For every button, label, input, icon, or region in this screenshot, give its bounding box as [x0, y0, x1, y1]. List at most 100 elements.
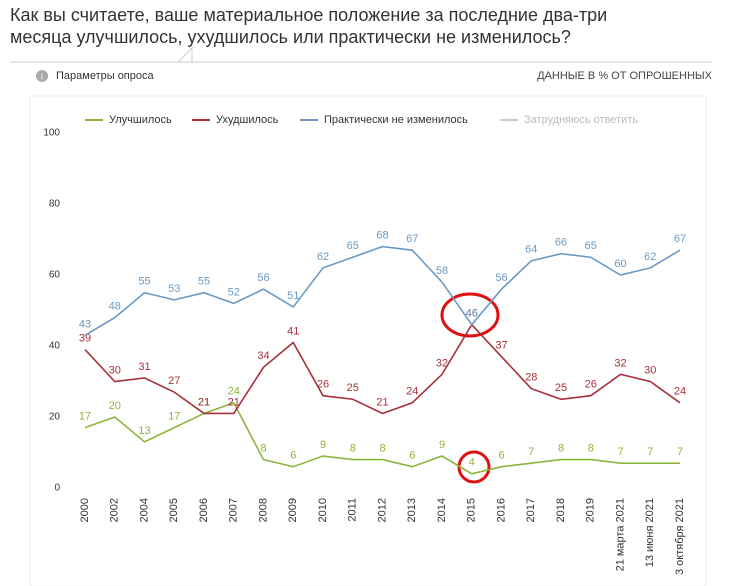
data-label: 46 [466, 308, 478, 320]
data-label: 20 [109, 400, 121, 412]
data-label: 7 [528, 446, 534, 458]
info-icon-glyph: i [41, 71, 43, 81]
x-tick-label: 2004 [138, 498, 150, 522]
data-label: 60 [614, 258, 626, 270]
legend-label: Ухудшилось [216, 114, 279, 126]
data-label: 28 [525, 372, 537, 384]
info-icon[interactable] [36, 70, 48, 82]
data-label: 7 [647, 446, 653, 458]
y-tick-label: 0 [54, 483, 60, 494]
x-tick-label: 2011 [347, 498, 359, 522]
data-label: 58 [436, 265, 448, 277]
x-tick-label: 2008 [257, 498, 269, 522]
series-line [84, 245, 681, 337]
data-label: 37 [495, 340, 507, 352]
divider [176, 46, 712, 63]
data-label: 17 [79, 411, 91, 423]
data-label: 30 [644, 364, 656, 376]
data-label: 27 [168, 375, 180, 387]
x-tick-label: 2012 [376, 498, 388, 522]
data-label: 17 [168, 411, 180, 423]
data-label: 43 [79, 318, 91, 330]
data-label: 21 [198, 396, 210, 408]
x-tick-label: 2010 [317, 498, 329, 522]
x-tick-label: 2014 [436, 498, 448, 522]
legend-label: Практически не изменилось [324, 114, 468, 126]
x-tick-label: 2000 [79, 498, 91, 522]
data-label: 62 [644, 251, 656, 263]
series-line [84, 323, 681, 415]
data-label: 4 [469, 457, 475, 469]
x-tick-label: 2002 [109, 498, 121, 522]
data-label: 6 [290, 450, 296, 462]
data-label: 53 [168, 283, 180, 295]
data-label: 65 [347, 240, 359, 252]
data-label: 21 [376, 396, 388, 408]
y-tick-label: 100 [43, 128, 60, 139]
data-label: 7 [617, 446, 623, 458]
data-label: 55 [198, 276, 210, 288]
data-label: 13 [138, 425, 150, 437]
data-label: 21 [228, 396, 240, 408]
x-tick-label: 3 октября 2021 [674, 498, 686, 575]
units-note: ДАННЫЕ В % ОТ ОПРОШЕННЫХ [537, 70, 713, 82]
data-label: 66 [555, 237, 567, 249]
data-label: 25 [555, 382, 567, 394]
y-tick-label: 60 [49, 270, 61, 281]
highlight-circle [440, 292, 500, 338]
data-label: 9 [439, 439, 445, 451]
data-label: 65 [585, 240, 597, 252]
data-label: 55 [138, 276, 150, 288]
x-tick-label: 13 июня 2021 [644, 498, 656, 567]
legend-label: Улучшилось [109, 114, 172, 126]
data-label: 8 [558, 443, 564, 455]
x-tick-label: 21 марта 2021 [614, 498, 626, 571]
info-link[interactable]: Параметры опроса [56, 70, 155, 82]
chart-title: Как вы считаете, ваше материальное полож… [10, 5, 608, 47]
data-label: 39 [79, 332, 91, 344]
data-label: 8 [260, 443, 266, 455]
data-label: 41 [287, 325, 299, 337]
data-label: 34 [257, 350, 269, 362]
x-tick-label: 2019 [585, 498, 597, 522]
data-label: 48 [109, 301, 121, 313]
x-tick-label: 2013 [406, 498, 418, 522]
data-label: 8 [379, 443, 385, 455]
series-line [84, 401, 680, 475]
data-label: 24 [406, 386, 418, 398]
x-tick-label: 2006 [198, 498, 210, 522]
data-label: 24 [674, 386, 686, 398]
data-label: 30 [109, 364, 121, 376]
data-label: 67 [406, 233, 418, 245]
data-label: 8 [588, 443, 594, 455]
data-label: 64 [525, 244, 537, 256]
y-tick-label: 80 [49, 199, 61, 210]
data-label: 26 [317, 379, 329, 391]
x-tick-label: 2009 [287, 498, 299, 522]
data-label: 25 [347, 382, 359, 394]
data-label: 7 [677, 446, 683, 458]
data-label: 21 [198, 396, 210, 408]
x-tick-label: 2005 [168, 498, 180, 522]
data-label: 62 [317, 251, 329, 263]
legend-label: Затрудняюсь ответить [524, 114, 638, 126]
data-label: 51 [287, 290, 299, 302]
data-label: 67 [674, 233, 686, 245]
data-label: 8 [350, 443, 356, 455]
x-tick-label: 2007 [228, 498, 240, 522]
x-tick-label: 2017 [525, 498, 537, 522]
data-label: 56 [257, 272, 269, 284]
data-label: 56 [495, 272, 507, 284]
data-label: 52 [228, 286, 240, 298]
data-label: 46 [466, 308, 478, 320]
data-label: 24 [228, 386, 240, 398]
data-label: 9 [320, 439, 326, 451]
x-tick-label: 2016 [495, 498, 507, 522]
data-label: 68 [376, 230, 388, 242]
data-label: 32 [436, 357, 448, 369]
y-tick-label: 40 [49, 341, 61, 352]
data-label: 6 [498, 450, 504, 462]
data-label: 31 [138, 361, 150, 373]
